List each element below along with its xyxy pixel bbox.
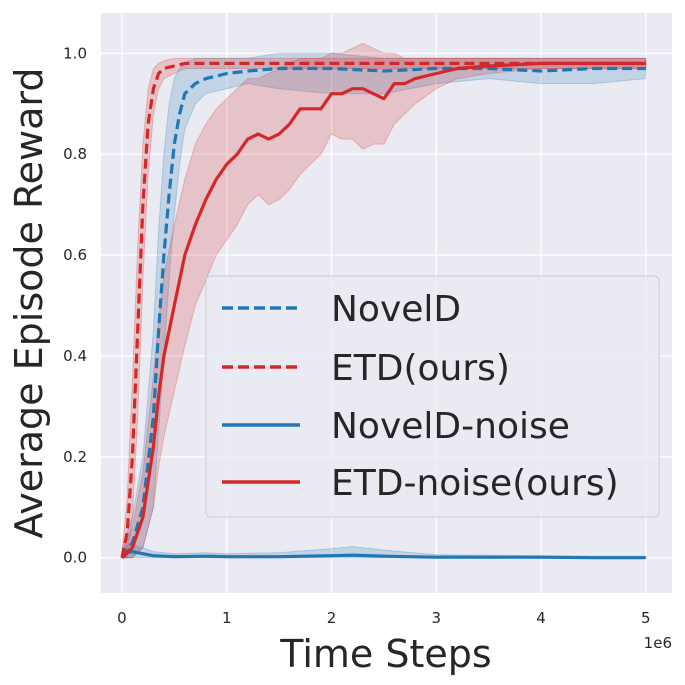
x-tick-label: 0 (117, 609, 127, 627)
x-offset-label: 1e6 (644, 634, 672, 652)
confidence-bands (121, 42, 647, 559)
legend-label-noveld: NovelD (331, 289, 461, 330)
y-axis-title: Average Episode Reward (7, 68, 51, 539)
x-tick-label: 3 (431, 609, 441, 627)
series-lines (120, 61, 646, 560)
line-noveld-noise (120, 549, 646, 560)
y-tick-label: 0.8 (63, 145, 87, 163)
line-etd-noise-ours (120, 61, 646, 559)
legend: NovelD ETD(ours) NovelD-noise ETD-noise(… (205, 275, 660, 518)
y-tick-label: 0.4 (63, 347, 87, 365)
x-tick-label: 2 (327, 609, 337, 627)
legend-label-etd: ETD(ours) (331, 348, 510, 389)
legend-box (205, 275, 660, 518)
legend-label-noveld-noise: NovelD-noise (331, 406, 570, 447)
legend-label-etd-noise: ETD-noise(ours) (331, 463, 619, 504)
y-tick-label: 0.2 (63, 448, 87, 466)
y-tick-label: 1.0 (63, 44, 87, 62)
x-tick-label: 1 (222, 609, 232, 627)
y-tick-label: 0.6 (63, 246, 87, 264)
x-tick-label: 5 (641, 609, 651, 627)
x-tick-labels: 0 1 2 3 4 5 (117, 609, 650, 627)
x-axis-title: Time Steps (279, 632, 491, 676)
band-noveld (121, 52, 647, 559)
y-tick-labels: 0.0 0.2 0.4 0.6 0.8 1.0 (63, 44, 87, 566)
y-tick-label: 0.0 (63, 549, 87, 567)
x-tick-label: 4 (536, 609, 546, 627)
line-etd-ours (120, 61, 646, 559)
